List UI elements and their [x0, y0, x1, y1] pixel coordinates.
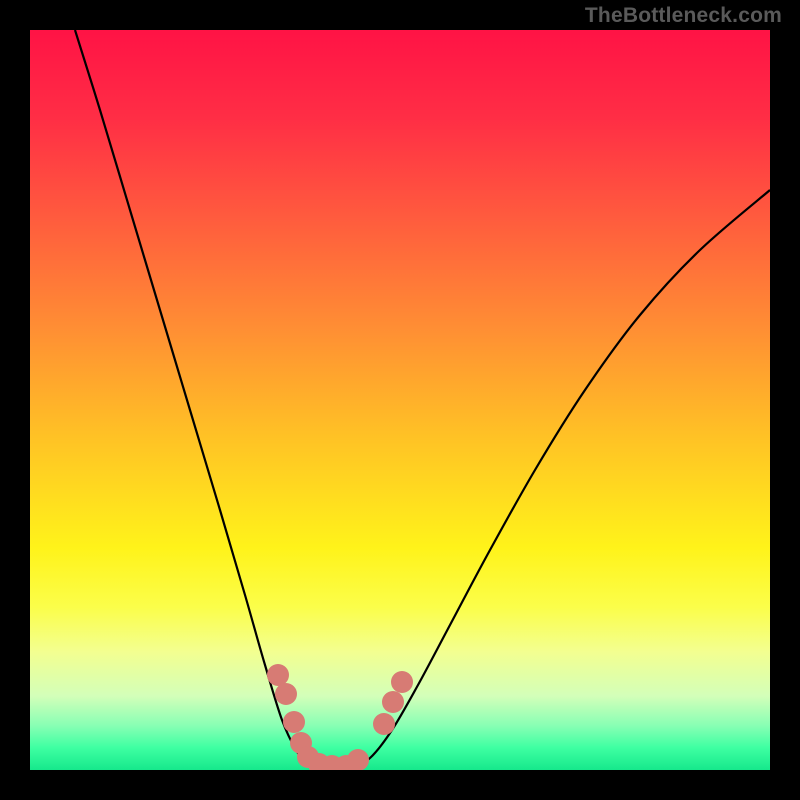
marker-point — [391, 671, 413, 693]
marker-point — [275, 683, 297, 705]
marker-point — [283, 711, 305, 733]
marker-point — [347, 749, 369, 770]
marker-point — [267, 664, 289, 686]
marker-point — [373, 713, 395, 735]
frame: TheBottleneck.com — [0, 0, 800, 800]
gradient-background — [30, 30, 770, 770]
plot-area — [30, 30, 770, 770]
marker-point — [382, 691, 404, 713]
watermark-text: TheBottleneck.com — [585, 4, 782, 28]
plot-svg — [30, 30, 770, 770]
